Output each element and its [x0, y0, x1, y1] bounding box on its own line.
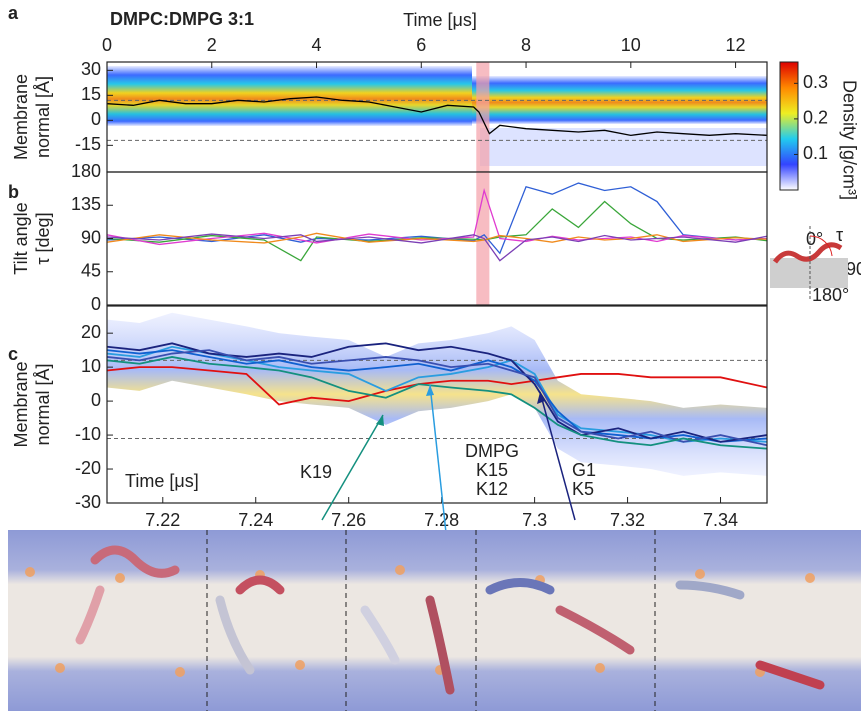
x-tick-label: 7.28	[424, 510, 459, 530]
inset-label: 90	[846, 259, 861, 279]
series-label: DMPG	[465, 441, 519, 461]
snapshots	[8, 530, 861, 711]
series-line	[106, 96, 768, 136]
highlight-span	[476, 62, 490, 172]
figure-title: DMPC:DMPG 3:1	[110, 9, 254, 29]
x-axis-label: Time [μs]	[125, 471, 199, 491]
y-axis-label: normal [Å]	[33, 363, 53, 445]
y-axis-label: Membrane	[11, 361, 31, 447]
x-tick-label: 7.34	[703, 510, 738, 530]
x-tick-label: 7.26	[331, 510, 366, 530]
y-tick-label: 30	[81, 59, 101, 79]
x-tick-label: 7.22	[145, 510, 180, 530]
inset-angle	[809, 235, 833, 257]
inset-icon	[770, 226, 848, 300]
x-tick-label: 12	[726, 35, 746, 55]
x-tick-label: 7.32	[610, 510, 645, 530]
series-line	[106, 349, 768, 447]
series-label: K15	[476, 460, 508, 480]
x-tick-label: 7.3	[522, 510, 547, 530]
y-tick-label: -30	[75, 492, 101, 512]
y-axis-label: Tilt angle	[11, 202, 31, 274]
arrow	[321, 414, 384, 521]
snapshot-separators	[206, 530, 656, 711]
colorbar	[779, 61, 799, 191]
y-tick-label: 0	[91, 390, 101, 410]
series-line	[106, 188, 768, 246]
arrowhead	[537, 392, 545, 404]
x-axis-label: Time [μs]	[403, 10, 477, 30]
series-label: K5	[572, 479, 594, 499]
x-tick-label: 0	[102, 35, 112, 55]
x-tick-label: 4	[312, 35, 322, 55]
series-line	[106, 200, 768, 262]
series-line	[106, 182, 768, 255]
plots: DMPC:DMPG 3:1 a b c 30 15 0 -15 0 2 4 6 8 10 12 Time [μ…	[8, 3, 861, 530]
y-tick-label: 180	[71, 161, 101, 181]
y-tick-label: 20	[81, 322, 101, 342]
y-tick-label: -15	[75, 134, 101, 154]
panel-label: a	[8, 3, 19, 23]
arrowhead	[376, 415, 384, 426]
arrow	[429, 384, 448, 543]
x-tick-label: 7.24	[238, 510, 273, 530]
series-label: G1	[572, 460, 596, 480]
colorbar-tick-label: 0.3	[803, 72, 828, 92]
x-tick-label: 6	[416, 35, 426, 55]
y-tick-label: 90	[81, 227, 101, 247]
y-tick-label: 0	[91, 294, 101, 314]
y-axis-label: τ [deg]	[33, 212, 53, 264]
series-line	[106, 349, 768, 443]
inset-membrane	[770, 258, 848, 288]
series-line	[106, 233, 768, 262]
series-label: K19	[300, 462, 332, 482]
arrowhead	[426, 385, 434, 396]
series-line	[106, 356, 768, 450]
x-tick-label: 10	[621, 35, 641, 55]
series-line	[106, 232, 768, 244]
inset-helix	[772, 242, 843, 264]
panel-label: c	[8, 344, 18, 364]
y-tick-label: 45	[81, 261, 101, 281]
colorbar-label: Density [g/cm³]	[839, 80, 859, 200]
series-label: K12	[476, 479, 508, 499]
colorbar-tick-label: 0.1	[803, 143, 828, 163]
series-line	[106, 366, 768, 406]
y-tick-label: 0	[91, 109, 101, 129]
y-tick-label: -10	[75, 424, 101, 444]
plot-frame	[106, 305, 768, 504]
colorbar-tick-label: 0.2	[803, 108, 828, 128]
y-tick-label: 15	[81, 84, 101, 104]
x-tick-label: 2	[207, 35, 217, 55]
arrow	[539, 391, 576, 521]
x-tick-label: 8	[521, 35, 531, 55]
inset-label: τ	[836, 225, 843, 245]
density-map	[107, 66, 472, 126]
panel-label: b	[8, 182, 19, 202]
y-axis-label: normal [Å]	[33, 76, 53, 158]
inset-label: 180°	[812, 285, 849, 305]
y-tick-label: -20	[75, 458, 101, 478]
peptides	[75, 545, 825, 695]
y-axis-label: Membrane	[11, 74, 31, 160]
series-line	[106, 342, 768, 443]
y-tick-label: 135	[71, 194, 101, 214]
y-tick-label: 10	[81, 356, 101, 376]
